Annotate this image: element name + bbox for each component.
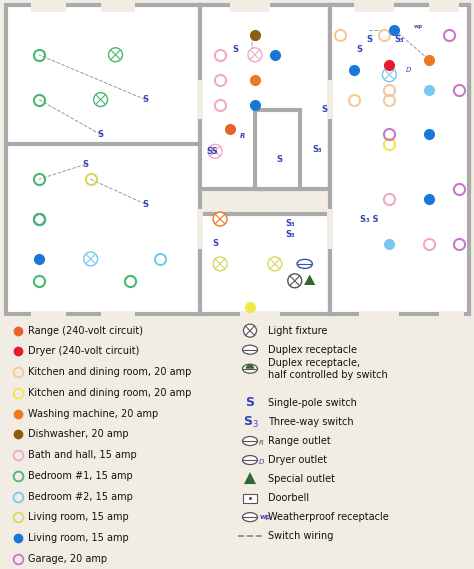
Text: Dryer (240-volt circuit): Dryer (240-volt circuit) xyxy=(28,347,139,356)
Text: Kitchen and dining room, 20 amp: Kitchen and dining room, 20 amp xyxy=(28,367,191,377)
Text: Range (240-volt circuit): Range (240-volt circuit) xyxy=(28,325,143,336)
Text: wp: wp xyxy=(260,514,272,520)
Ellipse shape xyxy=(208,145,222,158)
Text: Dishwasher, 20 amp: Dishwasher, 20 amp xyxy=(28,430,128,439)
Bar xyxy=(359,311,399,319)
Text: Bath and hall, 15 amp: Bath and hall, 15 amp xyxy=(28,450,137,460)
Text: Doorbell: Doorbell xyxy=(268,493,309,503)
Text: S₃
S₅: S₃ S₅ xyxy=(285,219,294,239)
Text: Duplex receptacle,: Duplex receptacle, xyxy=(268,358,360,368)
Bar xyxy=(31,2,66,12)
Text: Kitchen and dining room, 20 amp: Kitchen and dining room, 20 amp xyxy=(28,388,191,398)
Ellipse shape xyxy=(213,212,227,226)
Text: wp: wp xyxy=(414,24,423,29)
Bar xyxy=(197,80,203,119)
Ellipse shape xyxy=(83,252,98,266)
Ellipse shape xyxy=(109,48,122,61)
Ellipse shape xyxy=(297,259,312,269)
Bar xyxy=(31,311,66,319)
Ellipse shape xyxy=(383,68,396,82)
Text: Three-way switch: Three-way switch xyxy=(268,417,354,427)
Text: R: R xyxy=(259,440,264,446)
Bar xyxy=(240,311,280,319)
Text: Bedroom #1, 15 amp: Bedroom #1, 15 amp xyxy=(28,471,133,481)
Text: S: S xyxy=(142,95,148,104)
Text: Switch wiring: Switch wiring xyxy=(268,531,333,541)
Ellipse shape xyxy=(288,274,302,288)
Text: Living room, 15 amp: Living room, 15 amp xyxy=(28,533,129,543)
Text: S: S xyxy=(98,130,104,139)
Text: S: S xyxy=(232,46,238,54)
Text: S: S xyxy=(142,200,148,209)
Ellipse shape xyxy=(213,257,227,271)
Bar xyxy=(439,311,464,319)
Bar xyxy=(100,2,136,12)
Text: Light fixture: Light fixture xyxy=(268,325,328,336)
Text: Dryer outlet: Dryer outlet xyxy=(268,455,327,465)
Text: Living room, 15 amp: Living room, 15 amp xyxy=(28,513,129,522)
Bar xyxy=(230,2,270,12)
Text: S₃ S: S₃ S xyxy=(360,215,379,224)
Text: Special outlet: Special outlet xyxy=(268,474,335,484)
Text: S: S xyxy=(322,105,328,114)
Text: D: D xyxy=(259,459,264,465)
Bar xyxy=(6,5,200,314)
Bar xyxy=(355,2,394,12)
Text: Weatherproof receptacle: Weatherproof receptacle xyxy=(268,512,389,522)
Ellipse shape xyxy=(93,93,108,106)
Text: S: S xyxy=(244,415,253,428)
Text: Range outlet: Range outlet xyxy=(268,436,331,446)
Text: S: S xyxy=(246,397,255,410)
Bar xyxy=(327,209,333,249)
Text: half controlled by switch: half controlled by switch xyxy=(268,370,388,380)
Text: Garage, 20 amp: Garage, 20 amp xyxy=(28,554,107,564)
Text: S: S xyxy=(82,160,89,169)
Bar xyxy=(329,5,469,314)
Text: Washing machine, 20 amp: Washing machine, 20 amp xyxy=(28,409,158,419)
Wedge shape xyxy=(246,364,254,369)
Ellipse shape xyxy=(243,345,257,354)
Ellipse shape xyxy=(248,48,262,61)
Ellipse shape xyxy=(268,257,282,271)
Text: Duplex receptacle: Duplex receptacle xyxy=(268,345,357,354)
Ellipse shape xyxy=(243,456,257,464)
Text: SS: SS xyxy=(206,147,218,156)
Bar xyxy=(327,80,333,119)
Text: 3: 3 xyxy=(252,420,258,430)
Text: Single-pole switch: Single-pole switch xyxy=(268,398,357,408)
Ellipse shape xyxy=(243,513,257,522)
Text: R: R xyxy=(240,133,246,139)
Ellipse shape xyxy=(243,436,257,446)
Text: S₃: S₃ xyxy=(394,35,404,44)
Ellipse shape xyxy=(243,364,257,373)
Text: D: D xyxy=(406,67,411,73)
Bar xyxy=(197,209,203,249)
Ellipse shape xyxy=(244,324,256,337)
Bar xyxy=(255,110,300,189)
Polygon shape xyxy=(304,274,315,285)
Bar xyxy=(100,311,136,319)
Bar xyxy=(200,5,329,189)
Bar xyxy=(429,2,459,12)
Polygon shape xyxy=(244,472,256,484)
Bar xyxy=(200,214,329,314)
Text: S: S xyxy=(212,240,218,249)
Text: S: S xyxy=(366,35,373,44)
Text: S₃: S₃ xyxy=(313,145,322,154)
Bar xyxy=(329,5,469,189)
Text: S: S xyxy=(356,46,363,54)
Bar xyxy=(243,493,257,502)
Text: Bedroom #2, 15 amp: Bedroom #2, 15 amp xyxy=(28,492,133,502)
Text: S: S xyxy=(277,155,283,164)
